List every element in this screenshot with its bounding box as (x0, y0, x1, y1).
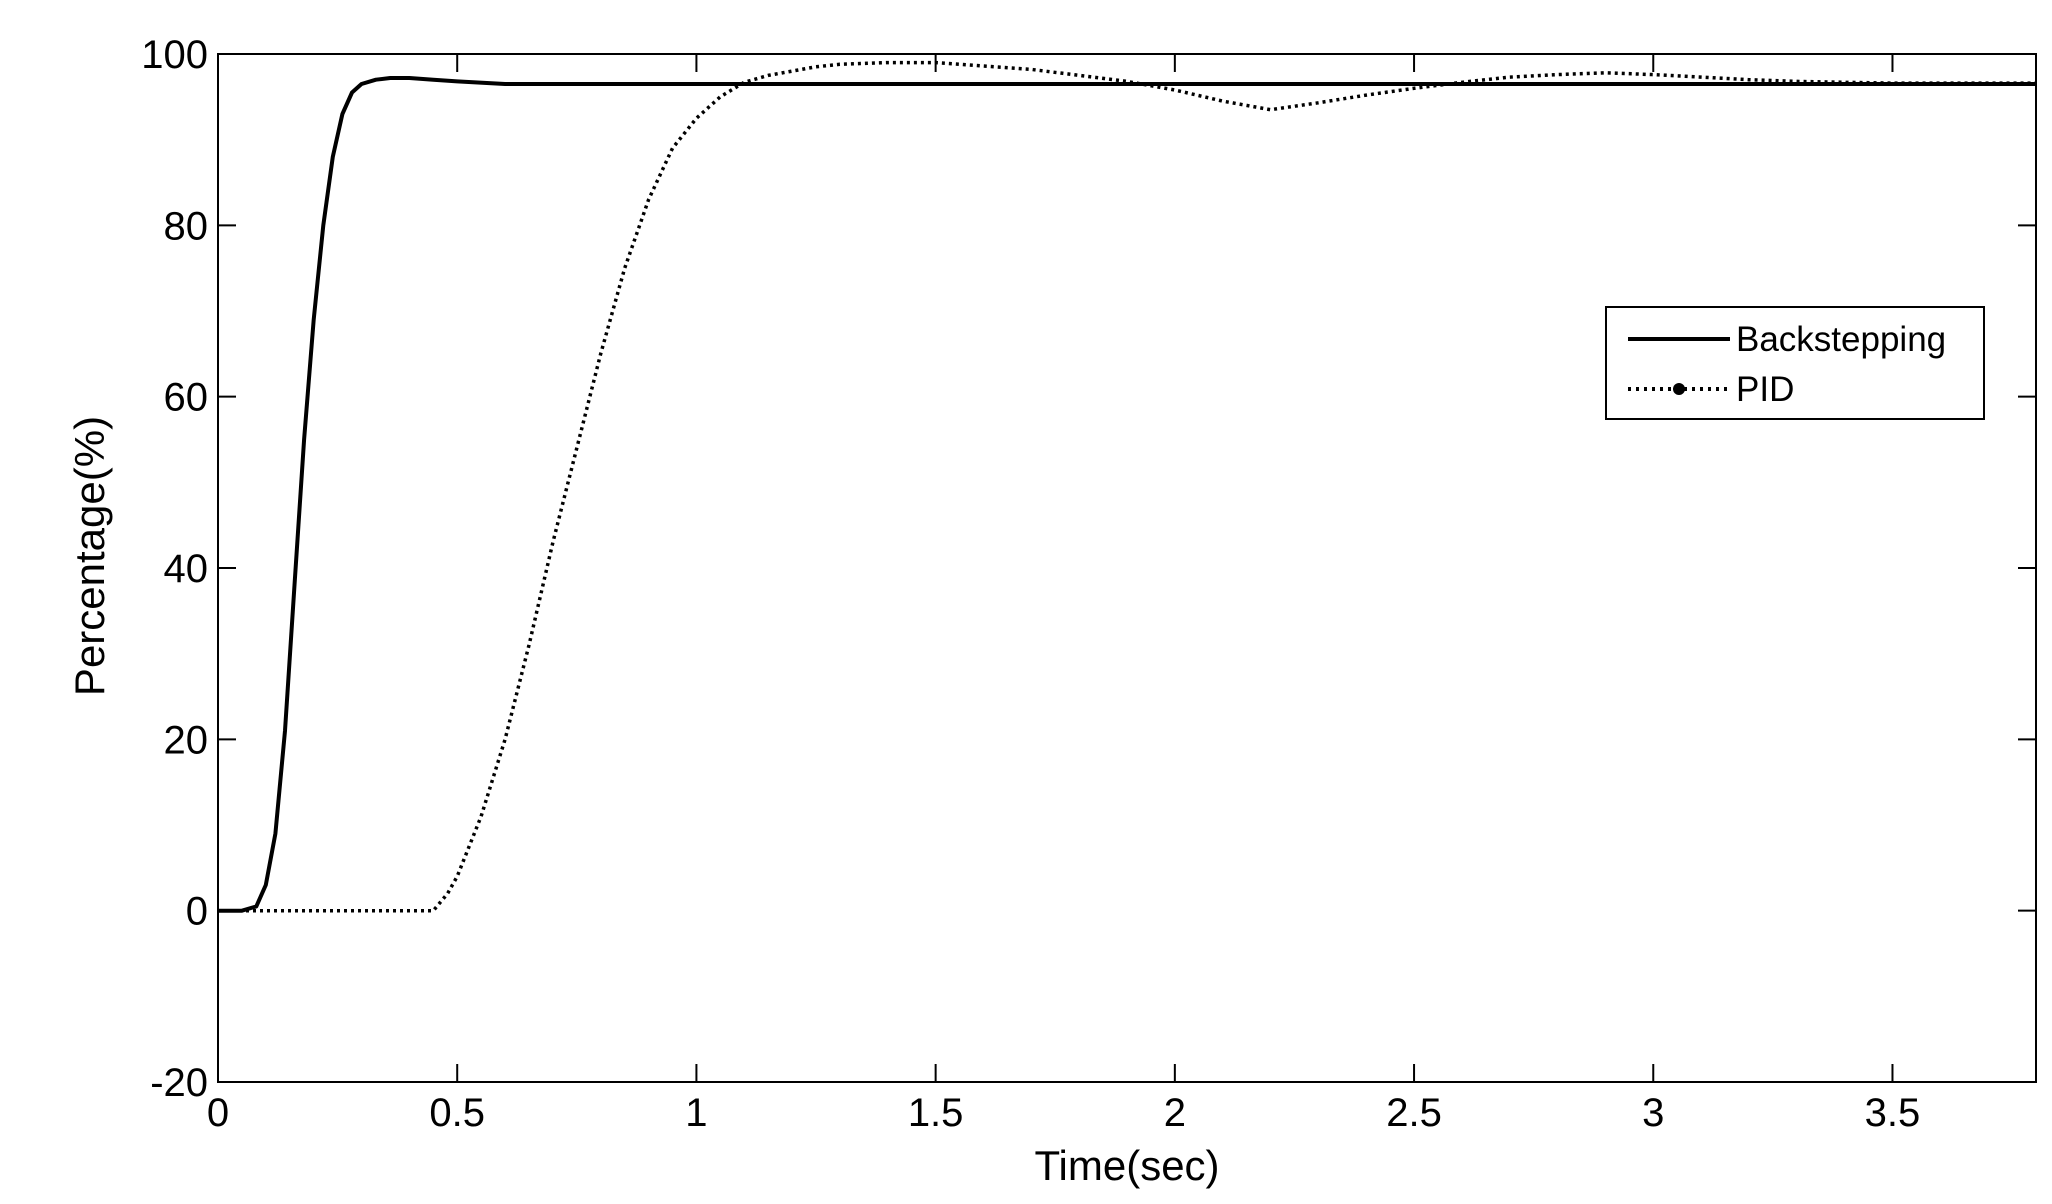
x-tick-label: 3 (1642, 1091, 1664, 1135)
x-tick-label: 0.5 (429, 1091, 485, 1135)
series-group (218, 60, 2036, 913)
y-tick-label: 20 (164, 718, 209, 762)
legend-entry-backstepping: Backstepping (1736, 320, 1946, 359)
legend-marker-pid (1673, 383, 1685, 395)
x-tick-label: 2 (1164, 1091, 1186, 1135)
y-tick-label: 60 (164, 376, 209, 420)
series-line-backstepping (218, 76, 2036, 913)
legend: Backstepping PID (1605, 306, 1985, 420)
legend-entry-pid: PID (1736, 370, 1794, 409)
x-axis-label: Time(sec) (1034, 1142, 1219, 1189)
x-tick-label: 1.5 (908, 1091, 964, 1135)
y-tick-label: 100 (141, 33, 208, 77)
x-tick-label: 3.5 (1865, 1091, 1921, 1135)
y-axis-label: Percentage(%) (66, 416, 113, 696)
x-tick-label: 0 (207, 1091, 229, 1135)
y-tick-label: 80 (164, 204, 209, 248)
plot-frame (217, 53, 2037, 1083)
x-tick-label: 2.5 (1386, 1091, 1442, 1135)
legend-box (1605, 306, 1985, 420)
y-tick-label: -20 (150, 1061, 208, 1105)
y-tick-label: 0 (186, 890, 208, 934)
x-tick-label: 1 (685, 1091, 707, 1135)
y-tick-label: 40 (164, 547, 209, 591)
